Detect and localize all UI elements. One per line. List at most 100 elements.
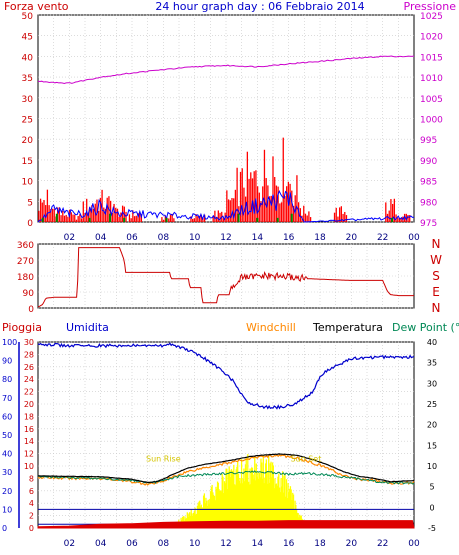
compass-label: W [430, 253, 442, 267]
sun-annotation: Sun Rise [146, 455, 181, 464]
pressure-y-tick-label: 1025 [420, 12, 443, 22]
wind-direction-line [37, 247, 414, 308]
rain-y-tick-label: 18 [24, 412, 34, 421]
humidity-y-tick-label: 50 [2, 431, 12, 440]
pressure-y-tick-label: 980 [420, 198, 437, 208]
humidity-title: Umidita [66, 321, 109, 334]
x-tick-label: 02 [64, 233, 75, 243]
rain-y-tick-label: 12 [24, 450, 34, 459]
wind-y-tick-label: 10 [22, 178, 34, 188]
direction-y-tick-label: 180 [17, 273, 34, 283]
rain-y-tick-label: 2 [29, 512, 34, 521]
rain-y-tick-label: 8 [29, 474, 34, 483]
humidity-y-tick-label: 20 [2, 487, 12, 496]
x-tick-label: 04 [95, 539, 107, 549]
humidity-y-tick-label: 40 [2, 450, 12, 459]
wind-y-tick-label: 35 [22, 74, 33, 84]
wind-y-tick-label: 30 [22, 95, 34, 105]
x-tick-label: 08 [158, 233, 170, 243]
humidity-y-tick-label: 0 [2, 524, 7, 533]
wind-y-tick-label: 40 [22, 53, 34, 63]
pressure-y-tick-label: 1000 [420, 116, 443, 126]
wind-y-tick-label: 0 [27, 219, 33, 229]
x-tick-label: 20 [346, 233, 358, 243]
x-tick-label: 22 [377, 233, 388, 243]
plot-layer [37, 55, 415, 529]
dewpoint-line [38, 470, 415, 485]
humidity-y-tick-label: 80 [2, 375, 12, 384]
wind-y-tick-label: 50 [22, 12, 34, 22]
x-tick-label: 02 [64, 539, 75, 549]
direction-y-tick-label: 90 [23, 289, 35, 299]
pressure-y-tick-label: 995 [420, 136, 437, 146]
temperature-y-tick-label: 10 [427, 462, 437, 471]
temperature-y-tick-label: 0 [429, 503, 434, 512]
wind-y-tick-label: 45 [22, 33, 33, 43]
rain-y-tick-label: 4 [29, 499, 34, 508]
x-tick-label: 10 [189, 233, 201, 243]
pressure-y-tick-label: 1020 [420, 33, 443, 43]
grid-layer [18, 14, 414, 529]
sun-annotation: Sun Set [290, 455, 321, 464]
x-tick-label: 12 [220, 233, 231, 243]
wind-left-title: Forza vento [4, 0, 69, 13]
wind-panel-bg [37, 14, 415, 223]
pressure-y-tick-label: 985 [420, 178, 437, 188]
wind-y-tick-label: 25 [22, 116, 33, 126]
x-tick-label: 14 [252, 233, 264, 243]
x-tick-label: 06 [126, 539, 138, 549]
x-tick-label: 08 [158, 539, 170, 549]
temperature-y-tick-label: 30 [427, 379, 437, 388]
pressure-y-tick-label: 990 [420, 157, 437, 167]
rain-y-tick-label: 30 [24, 338, 34, 347]
rain-y-tick-label: 24 [24, 375, 34, 384]
pressure-y-tick-label: 1010 [420, 74, 443, 84]
temperature-y-tick-label: 40 [427, 338, 437, 347]
rain-y-tick-label: 28 [24, 350, 34, 359]
wind-average-line [37, 189, 415, 223]
x-tick-label: 18 [314, 233, 326, 243]
temperature-y-tick-label: 20 [427, 421, 437, 430]
direction-panel-bg [37, 243, 415, 309]
temperature-y-tick-label: 35 [427, 359, 437, 368]
x-tick-label: 22 [377, 539, 388, 549]
temperature-title: Temperatura [312, 321, 383, 334]
rain-y-tick-label: 16 [24, 425, 34, 434]
humidity-y-tick-label: 100 [2, 338, 17, 347]
temperature-y-tick-label: -5 [428, 524, 436, 533]
chart-title: 24 hour graph day : 06 Febbraio 2014 [155, 0, 364, 13]
direction-y-tick-label: 0 [28, 305, 34, 315]
rain-y-tick-label: 6 [29, 487, 34, 496]
wind-y-tick-label: 15 [22, 157, 33, 167]
humidity-line [37, 342, 415, 410]
rain-y-tick-label: 20 [24, 400, 34, 409]
temperature-y-tick-label: 15 [427, 441, 437, 450]
rain-y-tick-label: 0 [29, 524, 34, 533]
x-tick-label: 04 [95, 233, 107, 243]
rain-title: Pioggia [2, 321, 42, 334]
windchill-title: Windchill [246, 321, 296, 334]
humidity-y-tick-label: 70 [2, 394, 12, 403]
pressure-line [37, 55, 415, 85]
humidity-y-tick-label: 90 [2, 357, 12, 366]
pressure-y-tick-label: 1015 [420, 53, 443, 63]
temperature-line [37, 453, 415, 483]
wind-right-title: Pressione [404, 0, 457, 13]
x-tick-label: 16 [283, 233, 295, 243]
x-tick-label: 00 [408, 233, 420, 243]
rain-y-tick-label: 10 [24, 462, 34, 471]
x-tick-label: 14 [252, 539, 264, 549]
compass-label: E [432, 285, 440, 299]
compass-label: N [432, 237, 441, 251]
x-tick-label: 20 [346, 539, 358, 549]
x-tick-label: 10 [189, 539, 201, 549]
temperature-y-tick-label: 25 [427, 400, 437, 409]
x-tick-label: 16 [283, 539, 295, 549]
temperature-y-tick-label: 5 [429, 483, 434, 492]
compass-label: S [432, 269, 440, 283]
rain-y-tick-label: 14 [24, 437, 34, 446]
rain-y-tick-label: 26 [24, 363, 34, 372]
direction-y-tick-label: 360 [17, 241, 34, 251]
humidity-y-tick-label: 30 [2, 468, 12, 477]
